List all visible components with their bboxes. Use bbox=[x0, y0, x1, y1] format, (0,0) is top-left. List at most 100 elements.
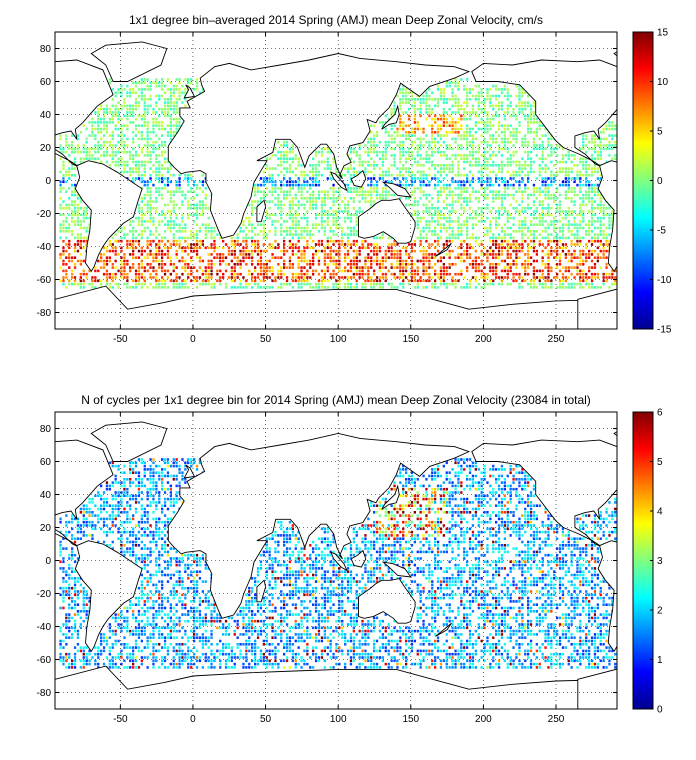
data-cell bbox=[361, 187, 364, 190]
data-cell bbox=[602, 206, 605, 210]
data-cell bbox=[550, 183, 553, 187]
data-cell bbox=[480, 272, 483, 276]
data-cell bbox=[431, 107, 434, 111]
data-cell bbox=[585, 177, 588, 180]
data-cell bbox=[463, 134, 466, 137]
data-cell bbox=[163, 243, 167, 246]
data-cell bbox=[582, 259, 585, 263]
data-cell bbox=[329, 167, 332, 170]
data-cell bbox=[288, 170, 292, 174]
data-cell bbox=[442, 256, 445, 259]
data-cell bbox=[210, 282, 213, 286]
data-cell bbox=[140, 249, 143, 253]
data-cell bbox=[123, 140, 126, 144]
data-cell bbox=[326, 286, 329, 289]
data-cell bbox=[524, 269, 527, 273]
data-cell bbox=[585, 173, 588, 177]
data-cell bbox=[317, 193, 321, 197]
data-cell bbox=[477, 144, 480, 147]
data-cell bbox=[413, 249, 416, 253]
data-cell bbox=[413, 173, 416, 177]
data-cell bbox=[137, 282, 141, 286]
data-cell bbox=[512, 239, 515, 243]
data-cell bbox=[187, 190, 190, 193]
data-cell bbox=[445, 269, 448, 273]
data-cell bbox=[445, 111, 448, 114]
data-cell bbox=[576, 170, 579, 174]
data-cell bbox=[204, 197, 207, 200]
data-cell bbox=[288, 203, 292, 207]
data-cell bbox=[355, 239, 358, 243]
data-cell bbox=[262, 223, 265, 226]
data-cell bbox=[76, 233, 80, 236]
data-cell bbox=[527, 121, 530, 124]
data-cell bbox=[521, 226, 524, 230]
data-cell bbox=[390, 154, 393, 157]
data-cell bbox=[114, 124, 117, 127]
data-cell bbox=[576, 263, 579, 266]
data-cell bbox=[111, 134, 114, 137]
data-cell bbox=[564, 190, 567, 193]
data-cell bbox=[166, 160, 170, 164]
data-cell bbox=[410, 263, 414, 266]
data-cell bbox=[605, 279, 608, 283]
data-cell bbox=[155, 253, 158, 256]
data-cell bbox=[381, 173, 384, 177]
data-cell bbox=[65, 230, 68, 233]
data-cell bbox=[480, 167, 483, 170]
data-cell bbox=[149, 88, 152, 91]
data-cell bbox=[611, 134, 614, 137]
data-cell bbox=[317, 160, 321, 164]
data-cell bbox=[143, 180, 146, 184]
data-cell bbox=[140, 150, 143, 154]
data-cell bbox=[503, 94, 506, 98]
data-cell bbox=[239, 253, 242, 256]
data-cell bbox=[448, 147, 451, 151]
data-cell bbox=[288, 164, 292, 167]
data-cell bbox=[349, 164, 353, 167]
data-cell bbox=[477, 104, 480, 108]
data-cell bbox=[492, 256, 495, 259]
data-cell bbox=[355, 190, 358, 193]
data-cell bbox=[62, 213, 65, 217]
data-cell bbox=[451, 170, 454, 174]
data-cell bbox=[59, 256, 62, 259]
data-cell bbox=[410, 243, 414, 246]
data-cell bbox=[62, 263, 65, 266]
data-cell bbox=[254, 266, 257, 269]
data-cell bbox=[140, 137, 143, 141]
data-cell bbox=[312, 272, 315, 276]
data-cell bbox=[454, 124, 457, 127]
data-cell bbox=[76, 216, 80, 220]
data-cell bbox=[338, 197, 341, 200]
data-cell bbox=[361, 286, 364, 289]
data-cell bbox=[370, 183, 373, 187]
data-cell bbox=[474, 190, 477, 193]
data-cell bbox=[593, 286, 597, 289]
data-cell bbox=[521, 233, 524, 236]
data-cell bbox=[288, 239, 292, 243]
data-cell bbox=[158, 127, 161, 131]
data-cell bbox=[436, 101, 440, 104]
data-cell bbox=[544, 253, 547, 256]
data-cell bbox=[608, 154, 611, 157]
data-cell bbox=[239, 249, 242, 253]
data-cell bbox=[448, 203, 451, 207]
data-cell bbox=[442, 223, 445, 226]
data-cell bbox=[216, 279, 219, 283]
data-cell bbox=[463, 167, 466, 170]
data-cell bbox=[541, 210, 544, 213]
data-cell bbox=[361, 266, 364, 269]
chart-1-title: 1x1 degree bin–averaged 2014 Spring (AMJ… bbox=[129, 13, 543, 27]
data-cell bbox=[335, 223, 338, 226]
data-cell bbox=[352, 226, 355, 230]
data-cell bbox=[585, 223, 588, 226]
data-cell bbox=[468, 243, 472, 246]
data-cell bbox=[100, 279, 103, 283]
data-cell bbox=[230, 276, 233, 279]
data-cell bbox=[367, 266, 370, 269]
data-cell bbox=[605, 147, 608, 151]
data-cell bbox=[288, 213, 292, 217]
data-cell bbox=[445, 230, 448, 233]
data-cell bbox=[509, 177, 512, 180]
